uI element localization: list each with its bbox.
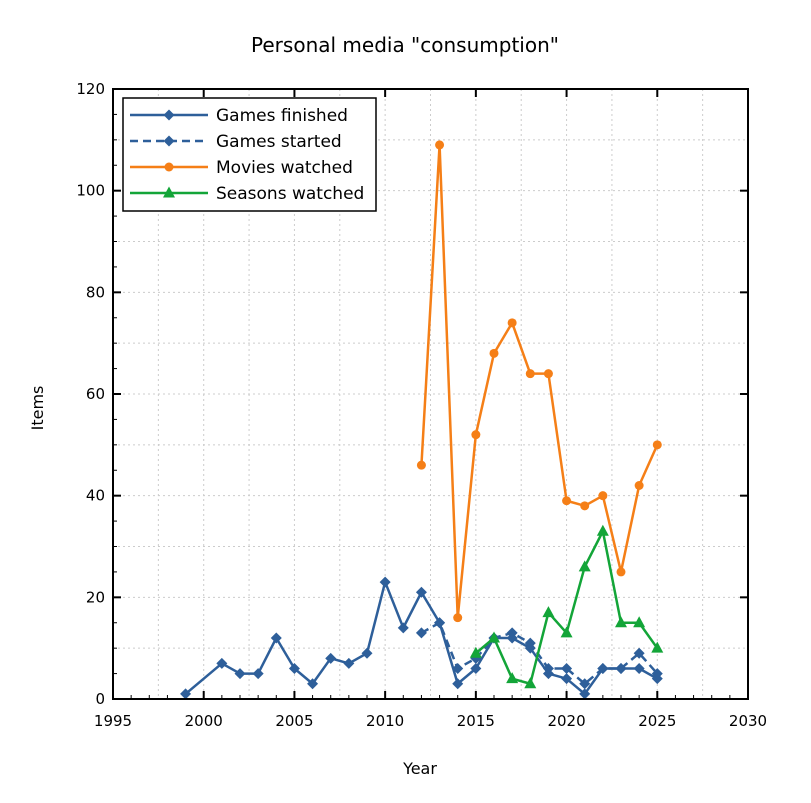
legend-label: Games started (216, 132, 342, 152)
data-point (524, 637, 536, 649)
legend-label: Movies watched (216, 158, 353, 178)
data-point (216, 657, 228, 669)
data-point (416, 460, 426, 470)
data-point (452, 663, 464, 674)
data-point (615, 616, 627, 628)
data-point (488, 631, 500, 643)
data-point (397, 622, 409, 634)
data-point (525, 369, 535, 379)
data-point (634, 481, 644, 490)
legend-label: Games finished (216, 106, 348, 126)
data-point (434, 617, 446, 629)
data-point (596, 524, 609, 536)
x-tick-label: 2020 (547, 712, 585, 730)
data-point (415, 627, 427, 639)
data-point (615, 663, 627, 674)
data-point (651, 668, 663, 680)
data-point (543, 369, 553, 379)
data-point (270, 632, 282, 644)
data-point (435, 140, 445, 150)
x-tick-label: 2005 (275, 712, 313, 730)
x-tick-label: 2015 (457, 712, 495, 730)
data-point (252, 668, 264, 680)
data-point (452, 678, 464, 690)
data-point (163, 109, 175, 121)
data-point (633, 616, 646, 628)
data-point (616, 567, 626, 577)
data-point (651, 641, 664, 653)
data-point (579, 688, 591, 700)
data-point (542, 606, 555, 618)
data-point (163, 186, 175, 198)
series-games-started (415, 617, 663, 690)
y-tick-label: 40 (86, 487, 105, 505)
y-tick-label: 80 (86, 283, 105, 301)
data-point (561, 663, 573, 674)
data-point (470, 663, 482, 674)
plot-frame (112, 88, 749, 700)
legend-label: Seasons watched (216, 184, 364, 204)
y-tick-label: 0 (95, 690, 105, 708)
data-point (578, 560, 591, 572)
data-point (598, 491, 608, 501)
x-tick-label: 2025 (638, 712, 676, 730)
data-point (325, 652, 337, 664)
data-point (597, 663, 609, 674)
data-point (652, 440, 662, 450)
data-point (379, 576, 391, 588)
series-seasons-watched (469, 524, 664, 689)
data-point (288, 663, 300, 674)
legend: Games finished Games started Movies watche… (122, 97, 377, 212)
data-point (415, 586, 427, 598)
data-point (180, 688, 192, 700)
series-layer (180, 140, 664, 700)
data-point (469, 646, 482, 658)
series-line (420, 621, 659, 685)
series-movies-watched (416, 140, 662, 623)
data-point (524, 677, 537, 689)
y-tick-label: 100 (76, 182, 105, 200)
data-point (580, 501, 590, 511)
data-point (453, 613, 463, 623)
x-tick-label: 2000 (185, 712, 223, 730)
data-point (471, 430, 481, 440)
y-tick-label: 20 (86, 588, 105, 606)
data-point (560, 626, 573, 638)
data-point (343, 657, 355, 669)
data-point (579, 678, 591, 690)
data-point (507, 318, 517, 328)
data-point (163, 135, 175, 147)
x-tick-label: 2010 (366, 712, 404, 730)
data-point (506, 627, 518, 639)
data-point (307, 678, 319, 690)
series-line (420, 143, 659, 619)
y-axis-label: Items (28, 386, 47, 431)
series-line (184, 580, 658, 696)
data-point (633, 647, 645, 659)
data-point (633, 663, 645, 674)
data-point (164, 162, 174, 172)
data-point (542, 663, 554, 674)
x-tick-label: 1995 (94, 712, 132, 730)
y-tick-label: 60 (86, 385, 105, 403)
data-point (361, 647, 373, 659)
data-point (562, 496, 572, 506)
data-point (234, 668, 246, 680)
y-tick-label: 120 (76, 80, 105, 98)
data-point (561, 673, 573, 685)
data-point (506, 672, 519, 684)
data-point (489, 348, 499, 358)
x-axis-label: Year (402, 759, 437, 778)
chart-title: Personal media "consumption" (251, 33, 559, 57)
x-tick-label: 2030 (729, 712, 767, 730)
